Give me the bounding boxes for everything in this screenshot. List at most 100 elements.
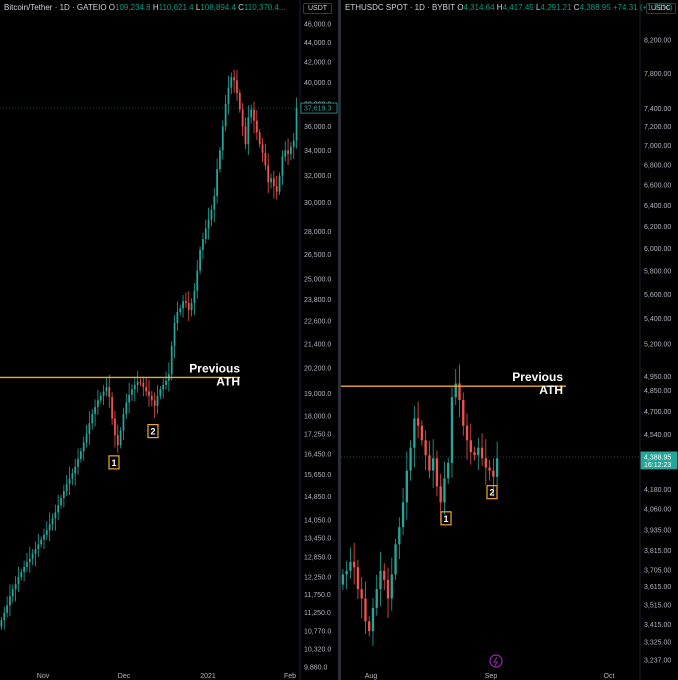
price-tick-label: 3,325.00 <box>644 640 671 647</box>
btc-chart-panel[interactable]: Bitcoin/Tether · 1D · GATEIO O109,234.8 … <box>0 0 338 680</box>
candle-body <box>221 126 224 151</box>
candle-body <box>345 570 348 575</box>
panel-divider[interactable] <box>338 0 341 680</box>
candle-body <box>364 598 367 622</box>
candle-body <box>185 301 187 303</box>
candle-body <box>105 387 108 392</box>
countdown-label: 16:12:23 <box>644 462 671 469</box>
candle-body <box>360 589 363 599</box>
candle-body <box>91 413 94 424</box>
candle-body <box>3 612 6 621</box>
candle-body <box>264 152 267 166</box>
candle-body <box>71 473 74 479</box>
price-tick-label: 26,500.0 <box>304 252 331 259</box>
price-tick-label: 18,000.0 <box>304 414 331 421</box>
candle-body <box>153 400 156 406</box>
close-value: 110,370.4... <box>243 3 286 12</box>
wave-marker-box <box>486 485 498 500</box>
candle-body <box>133 384 136 390</box>
wave-marker-label: 1 <box>443 514 448 524</box>
low-value: 108,894.4 <box>200 3 236 12</box>
price-tick-label: 8,200.00 <box>644 38 671 45</box>
price-tick-label: 6,800.00 <box>644 162 671 169</box>
price-tick-label: 11,250.0 <box>304 610 331 617</box>
candle-body <box>114 418 116 436</box>
candle-body <box>473 452 476 456</box>
candle-body <box>119 430 122 446</box>
candle-body <box>383 570 386 580</box>
price-tick-label: 5,400.00 <box>644 316 671 323</box>
wave-marker-label: 2 <box>150 427 155 437</box>
candle-body <box>267 165 270 183</box>
wave-marker-box <box>147 424 159 439</box>
price-tick-label: 20,200.0 <box>304 366 331 373</box>
candle-body <box>77 458 79 467</box>
candle-body <box>386 579 390 599</box>
candle-body <box>165 380 167 385</box>
candle-body <box>230 77 233 88</box>
candle-body <box>28 558 31 563</box>
eth-candles-svg[interactable]: 8,200.00 7,800.00 7,400.00 7,200.00 7,000.00… <box>341 0 678 680</box>
candle-body <box>439 486 442 503</box>
price-tick-label: 13,450.0 <box>304 536 331 543</box>
candle-body <box>99 395 102 401</box>
candle-body <box>176 311 179 323</box>
candle-body <box>204 228 207 240</box>
symbol-label: Bitcoin/Tether · 1D · GATEIO <box>4 3 107 12</box>
candle-body <box>253 109 255 121</box>
candle-body <box>51 518 54 525</box>
currency-unit-button[interactable]: USDC <box>646 3 676 14</box>
price-tick-label: 5,200.00 <box>644 341 671 348</box>
price-tick-label: 44,000.0 <box>304 40 331 47</box>
price-tick-label: 16,450.0 <box>304 451 331 458</box>
previous-ath-label: ATH <box>539 383 563 397</box>
time-tick-label: Feb <box>284 673 296 680</box>
candle-body <box>409 447 412 471</box>
time-tick-label: Oct <box>604 673 615 680</box>
candle-body <box>31 553 34 559</box>
candle-body <box>341 574 345 585</box>
price-tick-label: 23,800.0 <box>304 297 331 304</box>
last-price-badge <box>640 451 678 470</box>
candle-body <box>82 442 85 452</box>
candle-body <box>6 605 8 613</box>
candle-body <box>94 407 96 414</box>
candle-body <box>270 178 272 183</box>
candle-body <box>394 544 397 575</box>
btc-candles-svg[interactable]: 46,000.044,000.042,000.040,000.038,000.0… <box>0 0 338 680</box>
candle-body <box>207 219 210 229</box>
candle-body <box>379 570 382 590</box>
candle-body <box>14 583 17 590</box>
eth-chart-panel[interactable]: ETHUSDC SPOT · 1D · BYBIT O4,314.64 H4,4… <box>341 0 678 680</box>
price-tick-label: 36,000.0 <box>304 124 331 131</box>
price-tick-label: 46,000.0 <box>304 22 331 29</box>
candle-body <box>250 109 253 118</box>
candle-body <box>480 447 484 459</box>
candle-body <box>179 308 182 312</box>
lightning-icon <box>493 656 498 667</box>
candle-body <box>131 389 133 395</box>
candle-body <box>145 387 148 392</box>
time-tick-label: Dec <box>118 673 131 680</box>
price-tick-label: 4,180.00 <box>644 487 671 494</box>
price-tick-label: 10,770.0 <box>304 628 331 635</box>
previous-ath-label: ATH <box>216 374 240 388</box>
price-tick-label: 6,200.00 <box>644 224 671 231</box>
price-tick-label: 3,705.00 <box>644 567 671 574</box>
candle-body <box>210 209 213 220</box>
time-tick-label: Sep <box>485 673 498 680</box>
price-tick-label: 12,250.0 <box>304 575 331 582</box>
currency-unit-button[interactable]: USDT <box>303 3 333 14</box>
time-tick-label: Nov <box>37 673 50 680</box>
candle-body <box>97 400 99 408</box>
candle-body <box>275 186 278 192</box>
time-tick-label: Aug <box>365 673 378 680</box>
candle-body <box>85 434 88 443</box>
candle-body <box>116 435 119 446</box>
price-tick-label: 4,060.00 <box>644 506 671 513</box>
time-tick-label: 2021 <box>200 673 216 680</box>
candle-body <box>401 502 405 528</box>
candle-body <box>484 458 487 468</box>
price-tick-label: 7,200.00 <box>644 124 671 131</box>
candle-body <box>111 396 113 419</box>
